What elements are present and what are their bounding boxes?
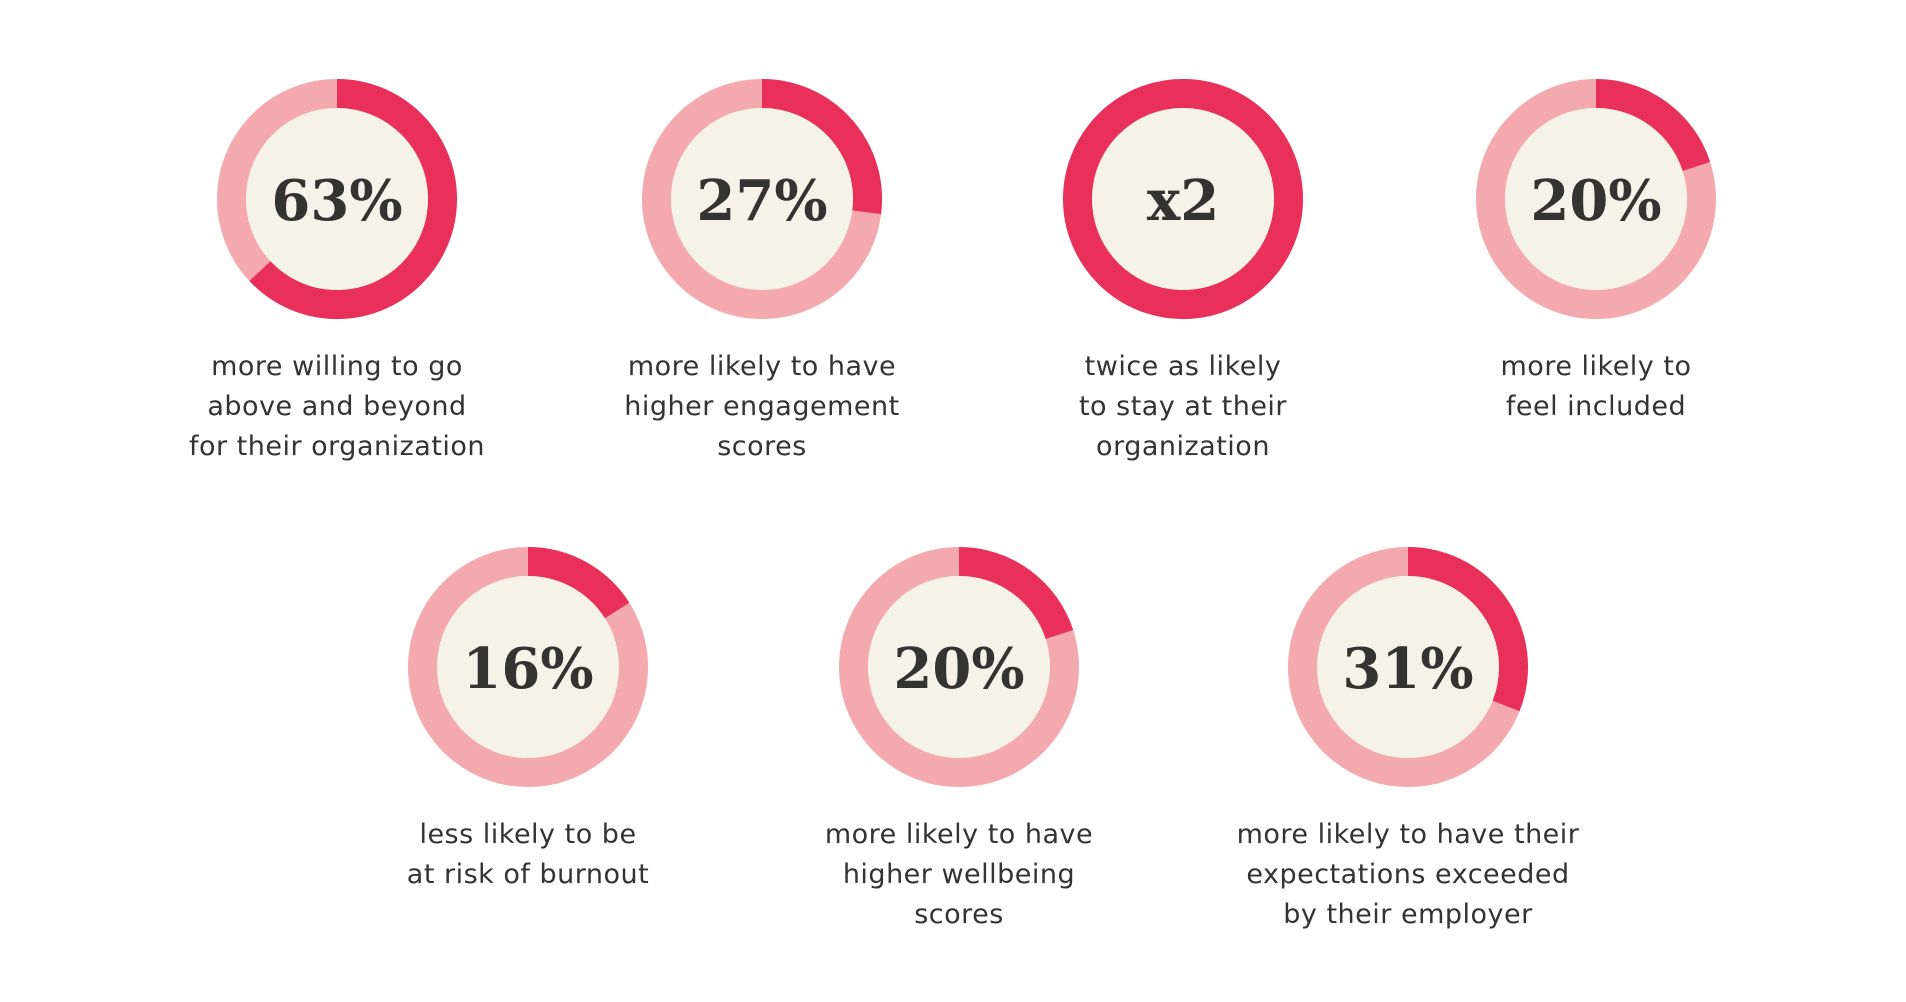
caption-line: at risk of burnout	[407, 859, 649, 890]
donut-arc	[642, 79, 882, 319]
caption-line: scores	[914, 899, 1004, 930]
caption-line: less likely to be	[419, 819, 636, 850]
caption-line: higher engagement	[624, 391, 899, 422]
donut-arc	[217, 79, 457, 319]
caption-line: twice as likely	[1085, 351, 1282, 382]
caption-line: scores	[717, 431, 807, 462]
caption-line: for their organization	[189, 431, 485, 462]
donut-center	[246, 108, 428, 290]
caption-line: feel included	[1506, 391, 1686, 422]
donut-arc	[408, 547, 648, 787]
donut-center	[1505, 108, 1687, 290]
donut-center	[671, 108, 853, 290]
value-label: 27%	[696, 168, 827, 234]
value-label: 20%	[1530, 168, 1661, 234]
donut-center	[868, 576, 1050, 758]
value-label: 20%	[893, 636, 1024, 702]
donut-center	[1317, 576, 1499, 758]
caption-line: more willing to go	[211, 351, 463, 382]
caption-line: more likely to	[1501, 351, 1692, 382]
donut-arc	[1476, 79, 1716, 319]
caption-line: by their employer	[1283, 899, 1533, 930]
caption-line: more likely to have	[628, 351, 896, 382]
value-label: 31%	[1342, 636, 1473, 702]
value-label: 16%	[462, 636, 593, 702]
value-label: x2	[1147, 168, 1219, 234]
caption-line: more likely to have	[825, 819, 1093, 850]
caption-line: organization	[1096, 431, 1270, 462]
donut-arc	[1288, 547, 1528, 787]
donut-arc	[1063, 79, 1303, 319]
caption-line: expectations exceeded	[1246, 859, 1569, 890]
caption-line: to stay at their	[1079, 391, 1287, 422]
caption-line: higher wellbeing	[843, 859, 1075, 890]
value-label: 63%	[271, 168, 402, 234]
donut-arc	[839, 547, 1079, 787]
donut-center	[437, 576, 619, 758]
caption-line: above and beyond	[207, 391, 466, 422]
donut-center	[1092, 108, 1274, 290]
caption-line: more likely to have their	[1237, 819, 1580, 850]
